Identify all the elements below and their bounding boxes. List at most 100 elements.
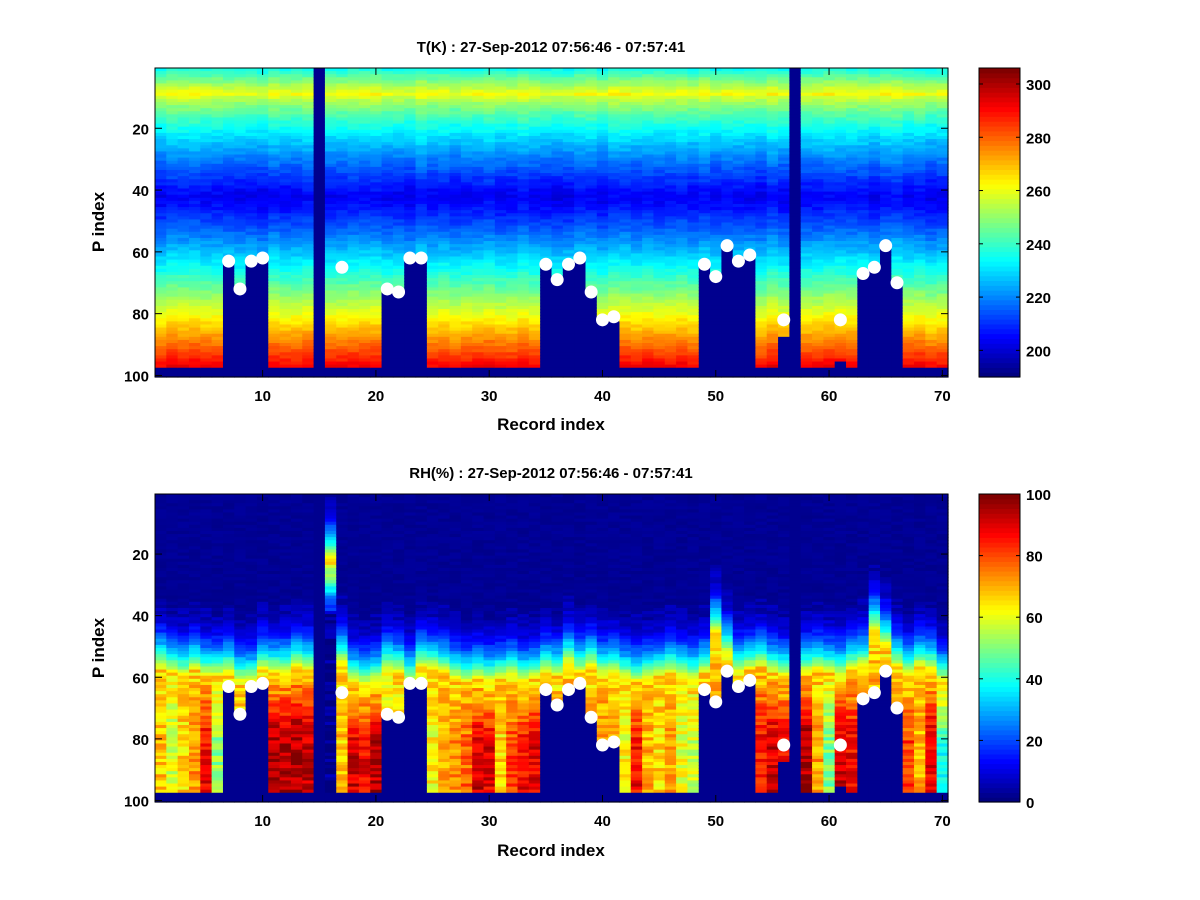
heatmap-cell: [596, 145, 609, 149]
heatmap-cell: [483, 358, 496, 363]
heatmap-cell: [313, 123, 326, 128]
heatmap-cell: [336, 370, 349, 375]
heatmap-cell: [370, 296, 383, 301]
heatmap-cell: [358, 182, 371, 187]
heatmap-cell: [313, 259, 326, 264]
heatmap-cell: [664, 210, 677, 214]
heatmap-cell: [279, 225, 292, 230]
heatmap-cell: [336, 179, 349, 183]
heatmap-cell: [324, 271, 337, 276]
heatmap-cell: [710, 358, 723, 363]
heatmap-cell: [290, 203, 303, 208]
heatmap-cell: [472, 330, 485, 335]
heatmap-cell: [245, 179, 258, 183]
heatmap-cell: [472, 86, 485, 91]
heatmap-cell: [222, 126, 235, 131]
heatmap-cell: [653, 74, 666, 78]
heatmap-cell: [642, 281, 655, 285]
heatmap-cell: [653, 284, 666, 288]
heatmap-cell: [188, 253, 201, 258]
heatmap-cell: [166, 188, 179, 193]
heatmap-cell: [506, 244, 519, 248]
heatmap-cell: [630, 244, 643, 248]
heatmap-cell: [710, 247, 723, 251]
heatmap-cell: [188, 268, 201, 273]
heatmap-cell: [200, 293, 213, 298]
heatmap-cell: [630, 98, 643, 103]
heatmap-cell: [506, 145, 519, 149]
heatmap-cell: [460, 281, 473, 285]
heatmap-cell: [177, 105, 190, 109]
heatmap-cell: [392, 142, 405, 146]
heatmap-cell: [415, 129, 428, 134]
heatmap-cell: [155, 207, 167, 211]
heatmap-cell: [506, 253, 519, 258]
heatmap-cell: [585, 346, 598, 350]
heatmap-cell: [653, 89, 666, 94]
heatmap-cell: [540, 139, 553, 143]
heatmap-cell: [222, 222, 235, 227]
heatmap-cell: [551, 117, 564, 122]
heatmap-cell: [324, 129, 337, 134]
heatmap-cell: [664, 71, 677, 75]
heatmap-cell: [596, 265, 609, 270]
heatmap-cell: [245, 367, 258, 372]
heatmap-cell: [551, 98, 564, 103]
heatmap-cell: [370, 179, 383, 183]
heatmap-cell: [653, 166, 666, 171]
heatmap-cell: [596, 349, 609, 353]
heatmap-cell: [608, 166, 621, 171]
heatmap-cell: [166, 126, 179, 131]
heatmap-cell: [619, 157, 632, 162]
heatmap-cell: [619, 330, 632, 335]
heatmap-cell: [630, 336, 643, 341]
heatmap-cell: [336, 275, 349, 279]
heatmap-cell: [256, 160, 269, 165]
heatmap-cell: [245, 349, 258, 353]
heatmap-cell: [245, 80, 258, 85]
heatmap-cell: [608, 305, 621, 310]
heatmap-cell: [347, 287, 360, 292]
heatmap-cell: [574, 213, 587, 217]
heatmap-cell: [290, 105, 303, 109]
heatmap-cell: [200, 95, 213, 100]
heatmap-cell: [472, 241, 485, 245]
heatmap-cell: [188, 89, 201, 94]
heatmap-cell: [710, 185, 723, 190]
heatmap-cell: [336, 373, 349, 378]
heatmap-cell: [540, 105, 553, 109]
heatmap-cell: [687, 145, 700, 149]
heatmap-cell: [290, 268, 303, 273]
heatmap-cell: [494, 352, 507, 356]
heatmap-cell: [574, 179, 587, 183]
heatmap-cell: [596, 241, 609, 245]
heatmap-cell: [415, 126, 428, 131]
heatmap-cell: [256, 287, 269, 292]
heatmap-cell: [494, 309, 507, 313]
heatmap-cell: [460, 225, 473, 230]
heatmap-cell: [653, 318, 666, 322]
heatmap-cell: [540, 324, 553, 329]
heatmap-cell: [562, 68, 575, 72]
heatmap-cell: [710, 157, 723, 162]
heatmap-cell: [642, 250, 655, 254]
heatmap-cell: [256, 111, 269, 115]
heatmap-cell: [426, 287, 439, 292]
heatmap-cell: [687, 259, 700, 264]
heatmap-cell: [664, 355, 677, 360]
heatmap-cell: [608, 89, 621, 94]
heatmap-cell: [347, 253, 360, 258]
heatmap-cell: [630, 114, 643, 119]
heatmap-cell: [585, 83, 598, 88]
heatmap-cell: [540, 142, 553, 146]
heatmap-cell: [188, 278, 201, 282]
heatmap-cell: [687, 268, 700, 273]
heatmap-cell: [358, 275, 371, 279]
heatmap-cell: [608, 111, 621, 115]
heatmap-cell: [642, 321, 655, 326]
heatmap-cell: [234, 296, 247, 301]
heatmap-cell: [574, 358, 587, 363]
heatmap-cell: [472, 228, 485, 233]
heatmap-cell: [155, 231, 167, 236]
heatmap-cell: [483, 163, 496, 168]
